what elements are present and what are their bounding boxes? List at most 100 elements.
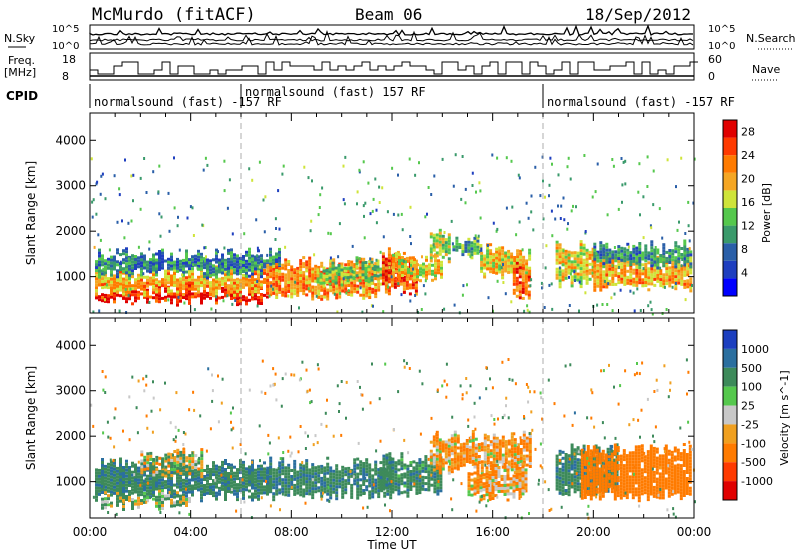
heatmap-cell (444, 449, 448, 453)
noise-right-tick-bottom: 10^0 (708, 41, 735, 52)
heatmap-cell (476, 475, 480, 479)
heatmap-cell (474, 437, 478, 441)
heatmap-cell (686, 279, 690, 283)
heatmap-cell (257, 279, 260, 283)
heatmap-cell (362, 281, 366, 285)
heatmap-cell (591, 265, 595, 269)
heatmap-cell (173, 450, 177, 453)
heatmap-cell (281, 278, 285, 282)
heatmap-cell (444, 455, 448, 459)
heatmap-cell (188, 472, 192, 476)
heatmap-cell (415, 482, 419, 486)
heatmap-cell (662, 282, 666, 286)
heatmap-cell (158, 475, 161, 479)
heatmap-cell (358, 270, 362, 274)
scatter-cell (661, 236, 664, 240)
heatmap-cell (158, 259, 161, 262)
heatmap-cell (665, 282, 669, 286)
heatmap-cell (650, 270, 654, 274)
heatmap-cell (302, 491, 306, 495)
heatmap-cell (677, 260, 681, 264)
heatmap-cell (438, 450, 442, 454)
heatmap-cell (239, 296, 242, 300)
heatmap-cell (432, 233, 436, 237)
heatmap-cell (284, 279, 288, 283)
heatmap-cell (101, 277, 104, 281)
heatmap-cell (323, 289, 327, 293)
heatmap-cell (617, 275, 621, 279)
heatmap-cell (371, 480, 375, 484)
heatmap-cell (296, 275, 300, 279)
scatter-cell (338, 222, 341, 226)
heatmap-cell (101, 280, 104, 284)
heatmap-cell (462, 454, 466, 458)
power-heatmap (90, 153, 696, 316)
heatmap-cell (359, 293, 363, 297)
heatmap-cell (200, 272, 203, 276)
heatmap-cell (501, 444, 505, 448)
heatmap-cell (507, 270, 511, 274)
heatmap-cell (167, 263, 170, 267)
heatmap-cell (257, 497, 260, 501)
heatmap-cell (371, 492, 375, 496)
heatmap-cell (435, 460, 439, 464)
heatmap-cell (611, 277, 615, 280)
heatmap-cell (412, 466, 416, 470)
heatmap-cell (427, 482, 431, 486)
heatmap-cell (415, 461, 419, 465)
heatmap-cell (608, 260, 612, 264)
heatmap-cell (410, 259, 413, 263)
heatmap-cell (308, 489, 312, 493)
heatmap-cell (95, 468, 98, 472)
heatmap-cell (137, 472, 140, 476)
heatmap-cell (510, 435, 514, 439)
scatter-cell (104, 197, 107, 201)
heatmap-cell (605, 282, 609, 286)
heatmap-cell (441, 443, 445, 447)
heatmap-cell (104, 491, 107, 495)
heatmap-cell (626, 248, 630, 252)
heatmap-cell (325, 278, 329, 281)
heatmap-cell (498, 255, 502, 259)
heatmap-cell (245, 262, 248, 266)
scatter-cell (258, 160, 261, 164)
heatmap-cell (599, 270, 603, 274)
heatmap-cell (391, 481, 395, 485)
heatmap-cell (308, 289, 312, 293)
heatmap-cell (438, 444, 442, 448)
scatter-cell (358, 170, 361, 174)
scatter-cell (650, 308, 653, 312)
heatmap-cell (239, 271, 242, 275)
heatmap-cell (239, 262, 242, 266)
heatmap-cell (593, 288, 597, 292)
scatter-cell (379, 250, 382, 254)
scatter-cell (417, 310, 419, 314)
heatmap-cell (140, 270, 143, 274)
heatmap-cell (200, 451, 204, 455)
heatmap-cell (101, 470, 104, 473)
heatmap-cell (203, 275, 206, 279)
heatmap-cell (588, 262, 592, 266)
heatmap-cell (402, 290, 406, 294)
heatmap-cell (221, 268, 224, 272)
heatmap-cell (275, 266, 279, 269)
heatmap-cell (561, 275, 565, 279)
heatmap-cell (290, 289, 294, 293)
scatter-cell (469, 254, 472, 258)
heatmap-cell (296, 272, 300, 276)
heatmap-cell (272, 267, 276, 271)
scatter-cell (362, 204, 365, 208)
heatmap-cell (467, 252, 471, 256)
heatmap-cell (308, 483, 312, 487)
heatmap-cell (683, 248, 687, 252)
heatmap-cell (143, 500, 146, 504)
heatmap-cell (479, 480, 483, 484)
heatmap-cell (260, 485, 263, 489)
heatmap-cell (188, 272, 191, 276)
heatmap-cell (185, 479, 188, 483)
heatmap-cell (206, 467, 209, 471)
heatmap-cell (558, 249, 562, 253)
heatmap-cell (296, 290, 300, 294)
heatmap-cell (233, 465, 236, 469)
heatmap-cell (507, 252, 511, 256)
